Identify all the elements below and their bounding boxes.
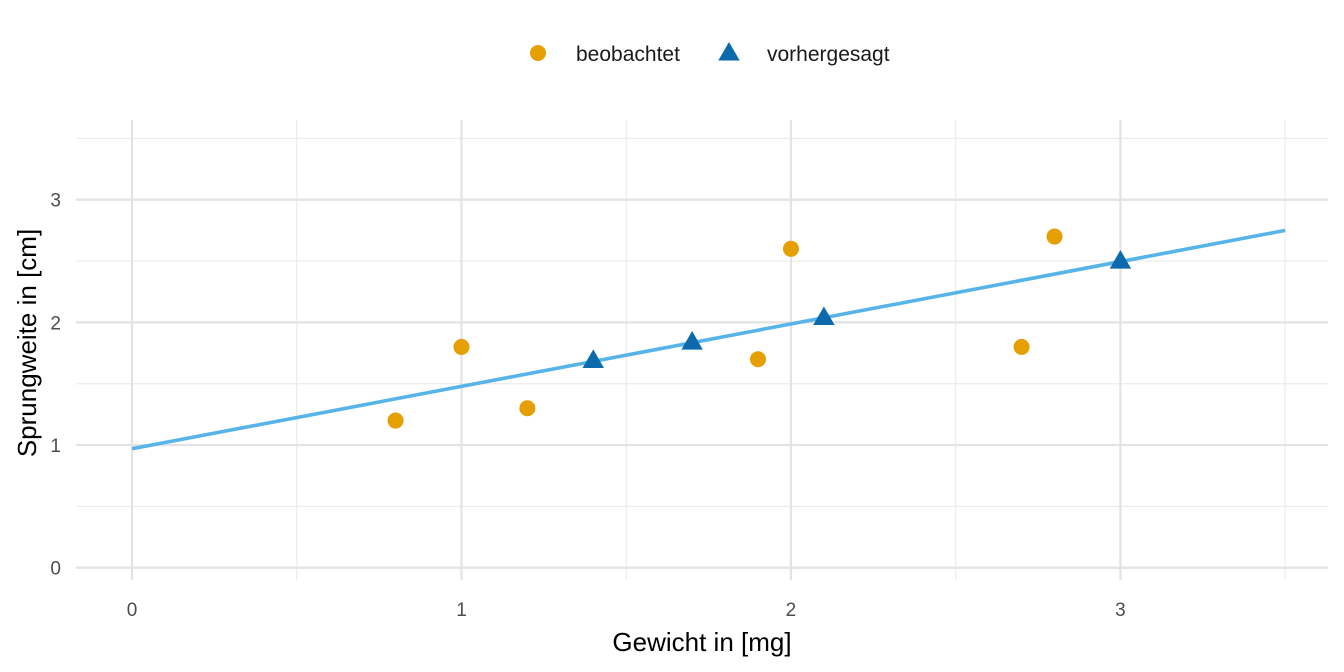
x-tick-label: 0 (127, 600, 138, 621)
observed-point (519, 400, 536, 417)
legend-label: beobachtet (576, 43, 680, 66)
observed-point (453, 338, 470, 355)
regression-line-group (131, 228, 1286, 451)
observed-point (387, 412, 404, 429)
legend-key-triangle (718, 41, 740, 61)
y-tick-label: 1 (50, 436, 61, 457)
data-points (387, 228, 1132, 429)
y-tick-label: 2 (50, 313, 61, 334)
legend: beobachtet vorhergesagt (530, 41, 890, 66)
observed-point (1046, 228, 1063, 245)
observed-point (750, 351, 767, 368)
predicted-point (681, 331, 703, 350)
observed-point (782, 240, 799, 257)
predicted-point (813, 306, 835, 326)
y-axis-ticks: 0 1 2 3 (50, 191, 61, 580)
x-tick-label: 1 (456, 600, 467, 621)
x-tick-label: 3 (1115, 600, 1126, 621)
y-axis-title: Sprungweite in [cm] (12, 229, 42, 457)
major-grid (76, 120, 1328, 580)
predicted-point (582, 349, 604, 368)
observed-point (1013, 338, 1030, 355)
x-axis-ticks: 0 1 2 3 (127, 600, 1126, 621)
legend-key-circle (530, 45, 546, 61)
y-tick-label: 3 (50, 191, 61, 212)
regression-line (131, 228, 1286, 451)
x-axis-title: Gewicht in [mg] (612, 627, 791, 657)
x-tick-label: 2 (786, 600, 797, 621)
predicted-point (1109, 250, 1132, 269)
legend-label: vorhergesagt (767, 43, 890, 66)
minor-grid (76, 120, 1328, 580)
y-tick-label: 0 (50, 559, 61, 580)
